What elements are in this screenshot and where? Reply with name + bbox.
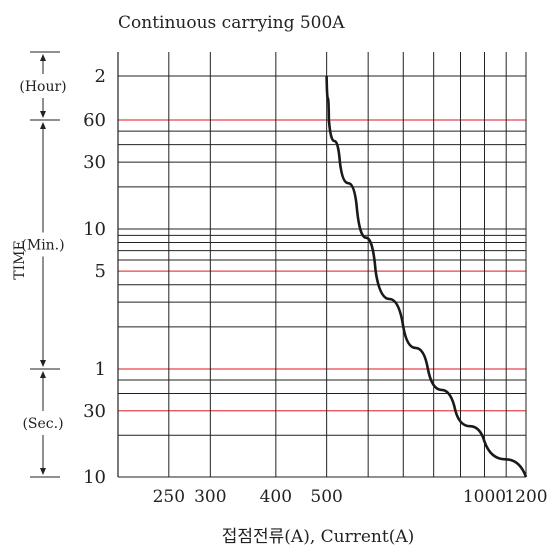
- y-tick-label: 2: [95, 66, 106, 87]
- y-tick-label: 60: [83, 110, 106, 131]
- y-tick-label: 10: [83, 219, 106, 240]
- band-arrowhead: [40, 371, 46, 378]
- time-band-label: (Hour): [19, 79, 66, 95]
- band-arrowhead: [40, 468, 46, 475]
- x-tick-label: 1000: [463, 487, 506, 507]
- x-tick-label: 400: [260, 487, 292, 507]
- y-tick-label: 30: [83, 152, 106, 173]
- band-arrowhead: [40, 54, 46, 61]
- time-band-label: (Min.): [21, 238, 64, 254]
- x-tick-label: 500: [310, 487, 342, 507]
- x-tick-label: 1200: [504, 487, 547, 507]
- y-tick-labels: 2 60 30 10 5 1 30 10: [83, 66, 106, 488]
- y-axis-label: TIME: [12, 240, 28, 279]
- y-tick-label: 1: [95, 359, 106, 380]
- time-band-label: (Sec.): [22, 416, 63, 432]
- x-tick-label: 250: [153, 487, 185, 507]
- chart-title: Continuous carrying 500A: [118, 13, 345, 33]
- band-arrowhead: [40, 122, 46, 129]
- y-tick-label: 10: [83, 467, 106, 488]
- time-bands: (Hour) (Min.) (Sec.): [19, 51, 67, 478]
- y-tick-label: 5: [95, 261, 106, 282]
- band-arrowhead: [40, 360, 46, 367]
- grid: [117, 52, 527, 478]
- y-tick-label: 30: [83, 401, 106, 422]
- x-axis-label: 접점전류(A), Current(A): [222, 527, 415, 547]
- series-curve: [325, 75, 528, 478]
- band-arrowhead: [40, 111, 46, 118]
- x-tick-label: 300: [194, 487, 226, 507]
